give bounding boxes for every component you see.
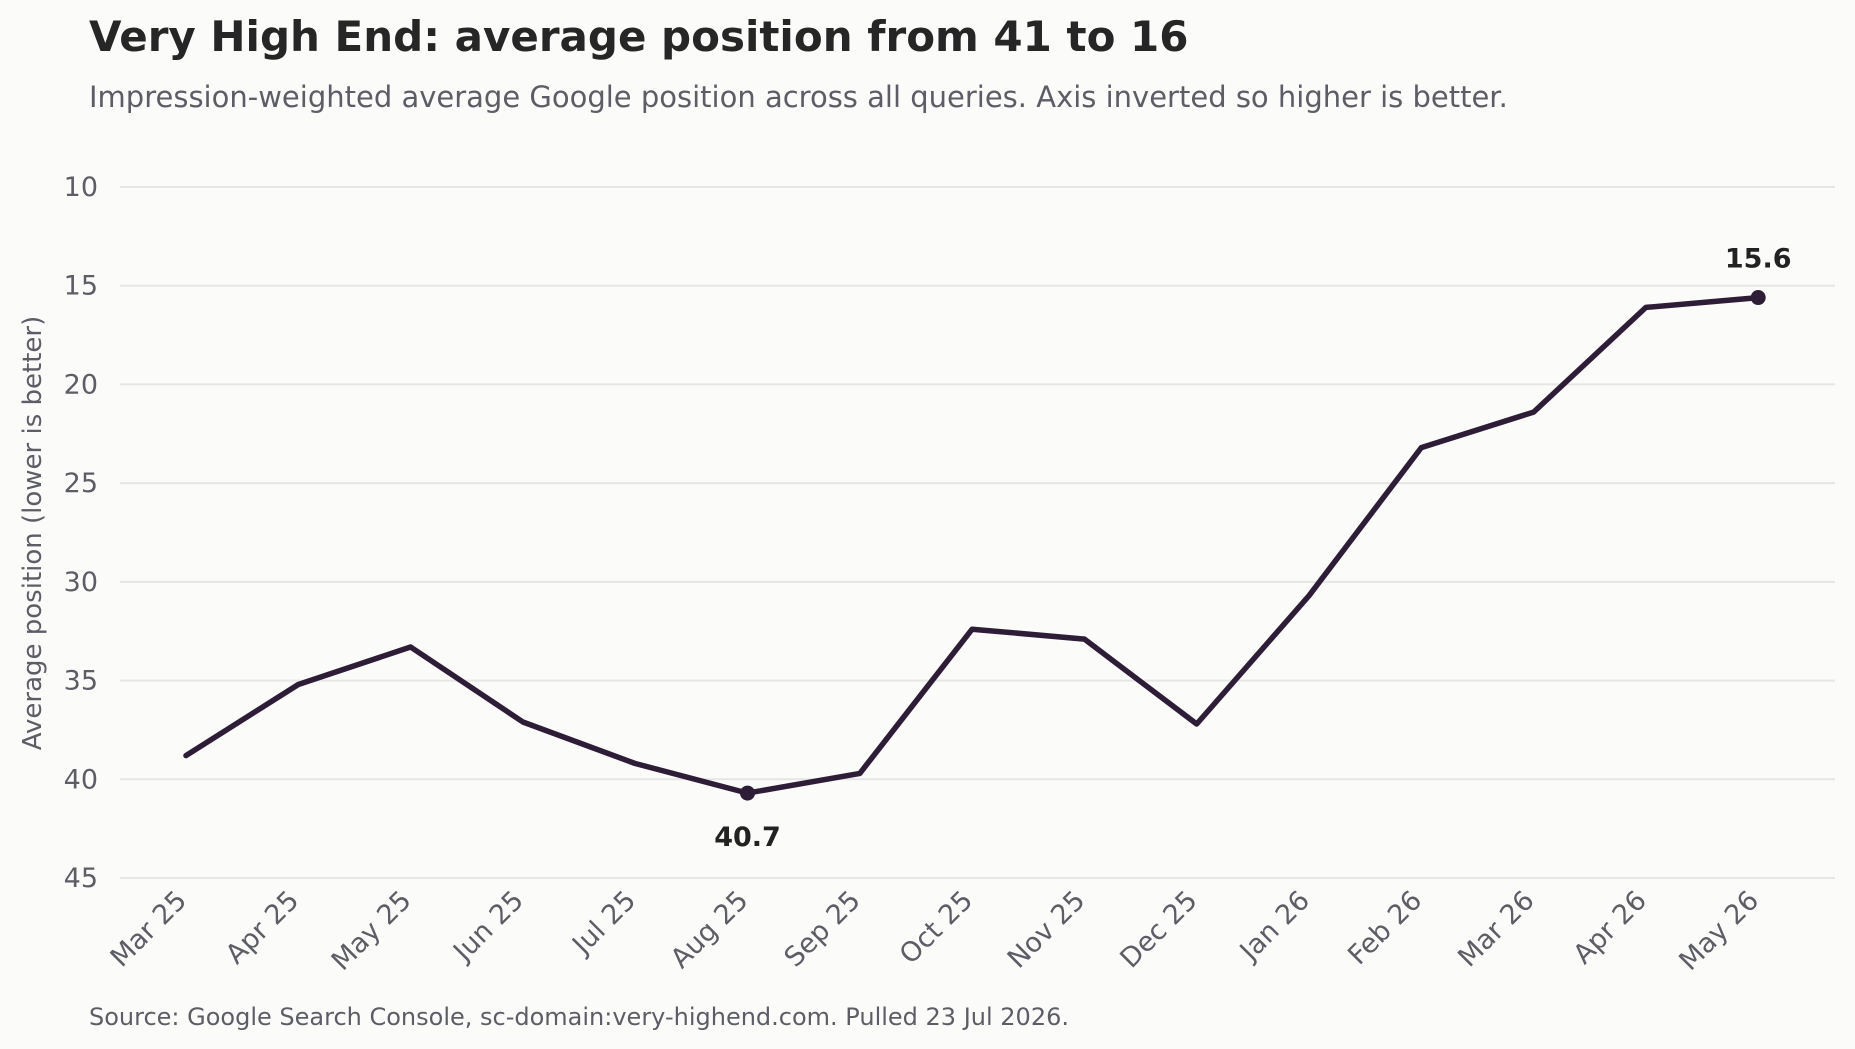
series-line <box>183 294 1761 796</box>
annotations: 40.7 15.6 <box>714 244 1791 854</box>
x-tick-label: Jun 25 <box>446 885 530 969</box>
data-label: 15.6 <box>1725 244 1792 275</box>
x-tick-label: Jul 25 <box>565 885 642 962</box>
y-tick-label: 15 <box>64 271 98 302</box>
x-axis-ticks: Mar 25 Apr 25 May 25 Jun 25 Jul 25 Aug 25 Sep … <box>105 885 1766 977</box>
x-tick-label: May 26 <box>1673 885 1765 977</box>
y-tick-label: 25 <box>64 468 98 499</box>
x-tick-label: Dec 25 <box>1114 885 1203 974</box>
x-tick-label: Apr 25 <box>220 885 305 970</box>
x-tick-label: Sep 25 <box>778 885 866 973</box>
y-tick-label: 20 <box>64 369 98 400</box>
source-note: Source: Google Search Console, sc-domain… <box>89 1003 1069 1031</box>
y-tick-label: 30 <box>64 567 98 598</box>
x-tick-label: Oct 25 <box>894 885 979 970</box>
data-label: 40.7 <box>714 822 781 853</box>
y-tick-label: 40 <box>64 764 98 795</box>
series-layer <box>183 294 1761 796</box>
x-tick-label: Mar 25 <box>105 885 193 973</box>
highlight-point <box>740 785 755 801</box>
grid-lines <box>120 186 1835 879</box>
y-tick-label: 35 <box>64 666 98 697</box>
x-tick-label: Feb 26 <box>1342 885 1428 971</box>
y-tick-label: 10 <box>64 172 98 203</box>
chart-title: Very High End: average position from 41 … <box>89 12 1189 61</box>
y-axis-label: Average position (lower is better) <box>18 316 48 751</box>
y-tick-label: 45 <box>64 863 98 894</box>
chart-subtitle: Impression-weighted average Google posit… <box>89 80 1508 114</box>
x-tick-label: Nov 25 <box>1002 885 1092 975</box>
x-tick-label: Apr 26 <box>1568 885 1653 970</box>
x-tick-label: Aug 25 <box>665 885 755 975</box>
highlight-point <box>1750 290 1766 306</box>
x-tick-label: Jan 26 <box>1233 885 1316 968</box>
x-tick-label: May 25 <box>326 885 418 977</box>
y-axis-ticks: 10 15 20 25 30 35 40 45 <box>64 172 98 894</box>
x-tick-label: Mar 26 <box>1452 885 1540 973</box>
